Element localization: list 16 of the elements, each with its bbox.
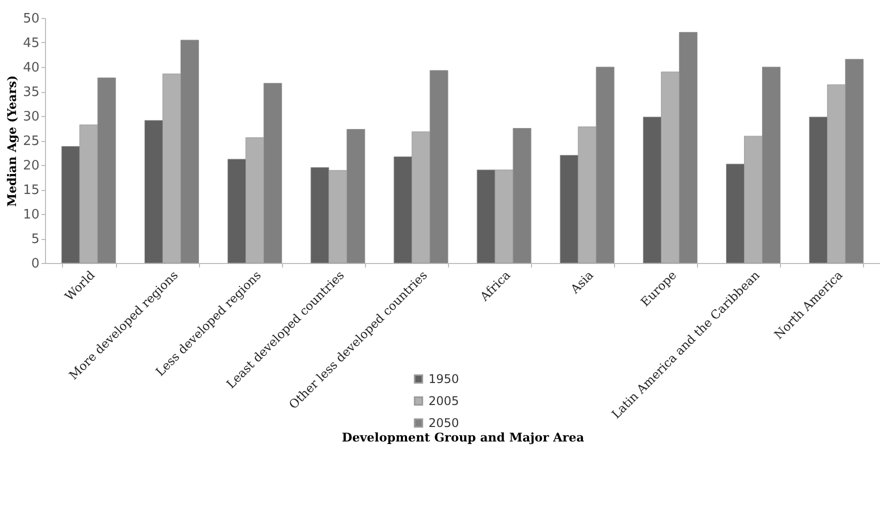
y-tick-label: 50 [22, 12, 40, 26]
y-tick-label: 30 [22, 110, 40, 124]
y-axis-title: Median Age (Years) [4, 75, 19, 207]
y-tick-label: 40 [22, 60, 40, 76]
y-tick-label: 15 [22, 183, 40, 198]
legend-label: 2005 [428, 394, 460, 408]
legend-label: 1950 [428, 372, 460, 386]
y-tick-label: 0 [31, 256, 40, 272]
y-tick-label: 20 [22, 158, 40, 174]
y-tick-label: 10 [22, 208, 40, 222]
y-tick-label: 25 [22, 134, 40, 149]
y-tick-label: 45 [22, 36, 40, 51]
y-tick-label: 35 [22, 85, 40, 100]
y-tick-label: 5 [31, 232, 40, 247]
legend-label: 2050 [428, 416, 460, 430]
x-axis-title: Development Group and Major Area [342, 430, 584, 445]
